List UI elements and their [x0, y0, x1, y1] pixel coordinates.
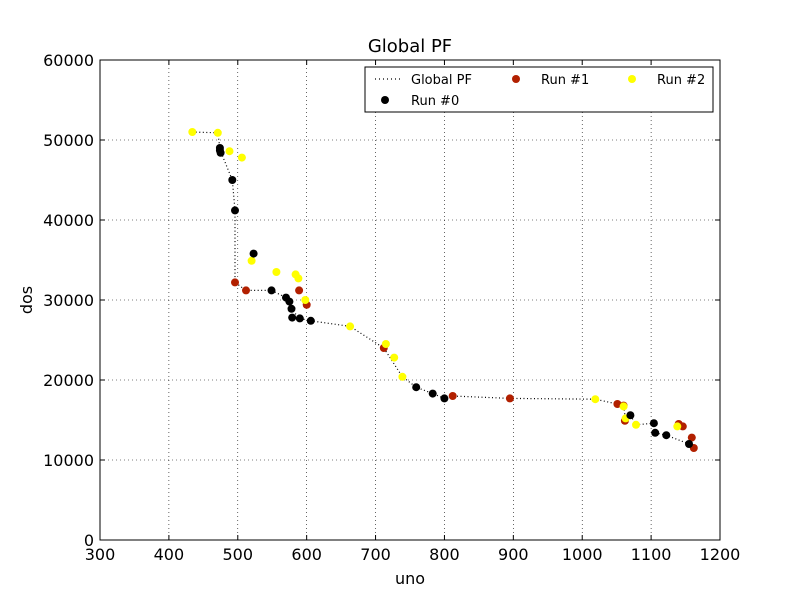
y-tick-label: 20000	[43, 371, 94, 390]
y-tick-label: 0	[84, 531, 94, 550]
point-run-2	[673, 422, 682, 431]
point-run-2	[381, 340, 390, 348]
x-tick-label: 300	[85, 545, 116, 564]
legend-global-pf-label: Global PF	[411, 73, 472, 88]
series-run-2	[188, 128, 682, 431]
point-run-2	[301, 296, 310, 304]
x-tick-label: 1200	[700, 545, 741, 564]
chart-title: Global PF	[368, 36, 452, 57]
legend-run1-label: Run #1	[541, 73, 589, 88]
axis-ticks: 300 400 500 600 700 800 900 1000 1100 1200 0 10000 2…	[43, 51, 740, 564]
point-run-1	[505, 394, 514, 403]
plot-series	[188, 128, 698, 452]
x-tick-label: 600	[291, 545, 322, 564]
point-run-0	[295, 314, 304, 323]
legend-run1-swatch	[512, 75, 520, 83]
point-run-1	[613, 400, 622, 408]
point-run-0	[216, 148, 225, 157]
point-run-0	[685, 440, 693, 448]
point-run-1	[448, 392, 457, 400]
x-tick-label: 700	[360, 545, 391, 564]
point-run-1	[295, 286, 304, 295]
legend: Global PF Run #1 Run #2 Run #0	[364, 66, 714, 113]
x-axis-label: uno	[395, 569, 425, 588]
point-run-2	[591, 395, 600, 404]
point-run-0	[288, 313, 297, 322]
point-run-0	[285, 297, 294, 306]
point-run-0	[626, 411, 635, 420]
x-tick-label: 1100	[631, 545, 672, 564]
y-tick-label: 10000	[43, 451, 94, 470]
point-run-2	[390, 353, 399, 362]
y-tick-label: 40000	[43, 211, 94, 230]
point-run-0	[651, 428, 660, 437]
legend-box	[364, 66, 714, 113]
point-run-2	[272, 268, 281, 276]
point-run-2	[294, 274, 303, 283]
y-tick-label: 60000	[43, 51, 94, 70]
x-tick-label: 400	[154, 545, 185, 564]
point-run-2	[346, 322, 355, 331]
point-run-2	[188, 128, 197, 136]
point-run-1	[687, 433, 696, 442]
point-run-0	[440, 394, 449, 403]
point-run-1	[678, 422, 687, 431]
legend-run2-label: Run #2	[657, 73, 705, 88]
x-tick-label: 800	[429, 545, 460, 564]
point-run-0	[231, 206, 239, 215]
point-run-1	[242, 286, 250, 295]
point-run-1	[231, 278, 239, 287]
point-run-0	[649, 419, 658, 428]
legend-run0-swatch	[381, 96, 389, 104]
point-run-0	[412, 383, 421, 392]
point-run-0	[287, 304, 296, 313]
series-run-0	[215, 144, 693, 448]
point-run-2	[398, 372, 407, 381]
point-run-0	[662, 431, 671, 440]
x-tick-label: 500	[223, 545, 254, 564]
legend-run0-label: Run #0	[411, 94, 459, 109]
point-run-2	[632, 420, 640, 429]
y-axis-label: dos	[17, 286, 36, 314]
point-run-0	[249, 249, 258, 258]
point-run-2	[237, 153, 246, 162]
point-run-0	[267, 286, 276, 295]
point-run-2	[619, 402, 628, 411]
point-run-0	[428, 389, 437, 398]
legend-run2-swatch	[628, 75, 636, 83]
x-tick-label: 1000	[562, 545, 603, 564]
point-run-0	[306, 316, 315, 325]
x-tick-label: 900	[498, 545, 529, 564]
point-run-2	[225, 147, 234, 156]
y-tick-label: 50000	[43, 131, 94, 150]
point-run-0	[228, 176, 237, 184]
y-tick-label: 30000	[43, 291, 94, 310]
point-run-2	[247, 256, 256, 265]
point-run-2	[213, 128, 222, 137]
